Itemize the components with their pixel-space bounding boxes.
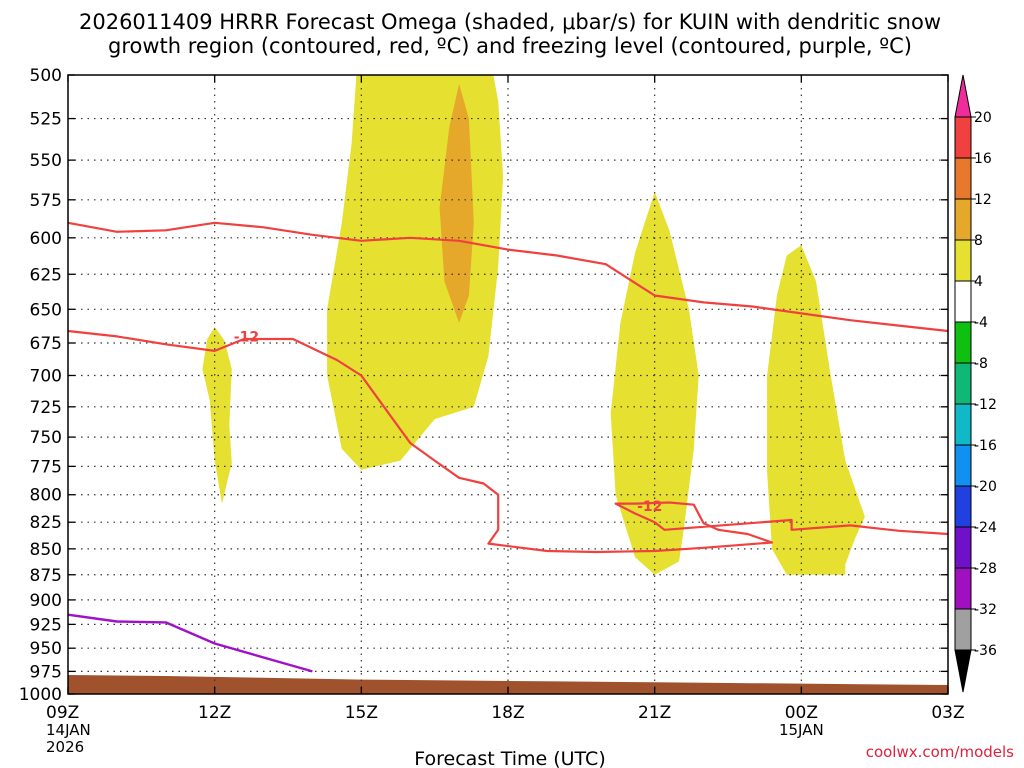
colorbar-box-5 bbox=[954, 321, 972, 364]
dgz-upper-line bbox=[67, 221, 949, 333]
y-tick-label-900: 900 bbox=[30, 591, 62, 611]
y-tick-label-550: 550 bbox=[30, 151, 62, 171]
colorbar-label-2: 12 bbox=[974, 192, 992, 208]
x-tick-label-0: 09Z bbox=[46, 703, 79, 723]
dgz-lower-line bbox=[67, 329, 949, 554]
x-date-label-15: 15JAN bbox=[779, 721, 824, 739]
contours: -12 -12 bbox=[67, 221, 949, 673]
colorbar-box-12 bbox=[954, 608, 972, 651]
colorbar-label-11: -28 bbox=[974, 561, 997, 577]
colorbar-label-3: 8 bbox=[974, 233, 983, 249]
contour-label-1: -12 bbox=[637, 499, 662, 515]
y-tick-label-1000: 1000 bbox=[19, 685, 62, 705]
colorbar-top-arrow bbox=[954, 74, 972, 118]
x-tick-label-12: 21Z bbox=[638, 703, 671, 723]
x-date-label-0: 14JAN bbox=[46, 721, 91, 739]
axes: 500 525 550 575 600 625 650 675 700 725 750 775 800 8… bbox=[19, 66, 965, 756]
x-year-label-0: 2026 bbox=[46, 738, 84, 756]
colorbar-label-4: 4 bbox=[974, 274, 983, 290]
yellow-blob-21z bbox=[610, 192, 699, 575]
colorbar-bottom-arrow bbox=[954, 649, 972, 693]
colorbar-box-8 bbox=[954, 444, 972, 487]
colorbar-box-2 bbox=[954, 198, 972, 241]
y-tick-label-575: 575 bbox=[30, 191, 62, 211]
colorbar-label-12: -32 bbox=[974, 602, 997, 618]
y-tick-label-875: 875 bbox=[30, 566, 62, 586]
colorbar-label-7: -12 bbox=[974, 397, 997, 413]
colorbar-label-8: -16 bbox=[974, 438, 997, 454]
y-tick-label-650: 650 bbox=[30, 300, 62, 320]
y-tick-label-700: 700 bbox=[30, 366, 62, 386]
chart-title-line1: 2026011409 HRRR Forecast Omega (shaded, … bbox=[79, 10, 941, 34]
colorbar-label-0: 20 bbox=[974, 110, 992, 126]
x-tick-label-15: 00Z bbox=[785, 703, 818, 723]
colorbar-label-5: -4 bbox=[974, 315, 988, 331]
colorbar-box-10 bbox=[954, 526, 972, 569]
colorbar-label-9: -20 bbox=[974, 479, 997, 495]
colorbar-label-1: 16 bbox=[974, 151, 992, 167]
x-tick-label-3: 12Z bbox=[198, 703, 231, 723]
contour-label-0: -12 bbox=[234, 329, 259, 345]
y-tick-label-675: 675 bbox=[30, 334, 62, 354]
credit-text: coolwx.com/models bbox=[866, 743, 1014, 761]
x-tick-label-9: 18Z bbox=[491, 703, 524, 723]
y-tick-label-725: 725 bbox=[30, 398, 62, 418]
y-tick-label-500: 500 bbox=[30, 66, 62, 86]
orange-core-17z bbox=[439, 83, 474, 323]
y-tick-label-600: 600 bbox=[30, 229, 62, 249]
y-tick-label-950: 950 bbox=[30, 639, 62, 659]
colorbar-box-4 bbox=[954, 280, 972, 323]
freezing-level-line bbox=[67, 613, 313, 673]
y-tick-label-775: 775 bbox=[30, 457, 62, 477]
colorbar-box-0 bbox=[954, 116, 972, 159]
colorbar-label-10: -24 bbox=[974, 520, 997, 536]
y-tick-label-750: 750 bbox=[30, 428, 62, 448]
y-tick-label-850: 850 bbox=[30, 540, 62, 560]
y-tick-label-825: 825 bbox=[30, 513, 62, 533]
terrain-fill bbox=[68, 675, 948, 694]
y-tick-label-975: 975 bbox=[30, 662, 62, 682]
colorbar-box-1 bbox=[954, 157, 972, 200]
yellow-blob-12z bbox=[202, 327, 232, 504]
colorbar-box-9 bbox=[954, 485, 972, 528]
colorbar: 20 16 12 8 4 -4 -8 -12 -16 -20 -24 -28 -32 -36 bbox=[954, 74, 997, 693]
y-tick-label-925: 925 bbox=[30, 615, 62, 635]
yellow-blob-00z bbox=[767, 245, 865, 575]
colorbar-label-6: -8 bbox=[974, 356, 988, 372]
chart-title-line2: growth region (contoured, red, ºC) and f… bbox=[108, 34, 912, 58]
x-axis-label: Forecast Time (UTC) bbox=[414, 748, 605, 768]
y-tick-label-625: 625 bbox=[30, 265, 62, 285]
y-tick-label-800: 800 bbox=[30, 486, 62, 506]
omega-shading bbox=[68, 75, 948, 694]
colorbar-box-7 bbox=[954, 403, 972, 446]
colorbar-box-3 bbox=[954, 239, 972, 282]
x-tick-label-18: 03Z bbox=[931, 703, 964, 723]
colorbar-label-13: -36 bbox=[974, 643, 997, 659]
x-tick-label-6: 15Z bbox=[345, 703, 378, 723]
yellow-blob-15z bbox=[327, 75, 504, 470]
y-tick-label-525: 525 bbox=[30, 110, 62, 130]
colorbar-box-11 bbox=[954, 567, 972, 610]
colorbar-box-6 bbox=[954, 362, 972, 405]
